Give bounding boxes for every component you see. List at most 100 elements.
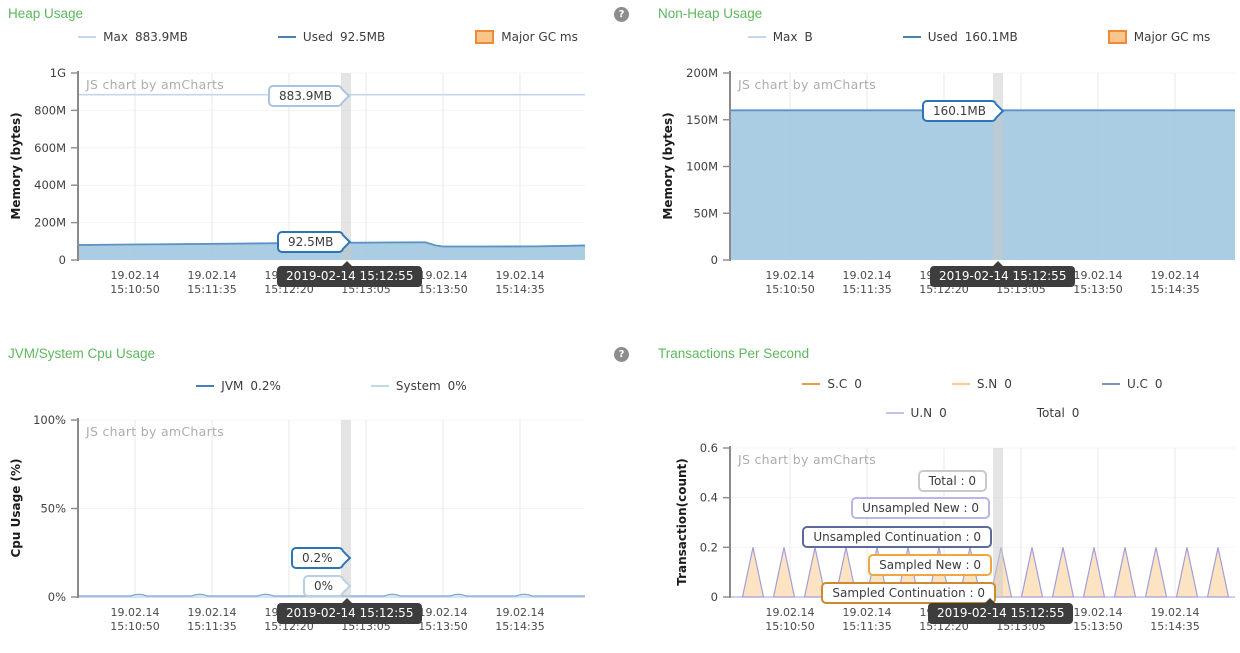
balloon-text: 0% (314, 579, 334, 593)
legend-label: S.C (827, 377, 848, 391)
legend-item-system[interactable]: System 0% (370, 379, 467, 393)
legend-item-uc[interactable]: U.C 0 (1101, 377, 1163, 391)
y-tick-label: 600M (34, 141, 66, 155)
used-area-topline (77, 241, 586, 248)
sn-legend-marker (951, 383, 970, 385)
used-legend-marker (902, 36, 921, 38)
max-legend-marker (747, 36, 766, 38)
y-tick-label: 100M (686, 160, 718, 174)
tooltip-arrow-icon (992, 261, 1004, 267)
y-tick-label: 200M (34, 216, 66, 230)
legend-item-sc[interactable]: S.C 0 (802, 377, 862, 391)
legend-item-un[interactable]: U.N 0 (885, 406, 947, 420)
legend-value: 883.9MB (134, 30, 188, 44)
tps-spike (803, 547, 827, 598)
cpu-usage-panel: JVM/System Cpu Usage 100% 50% 0% Cpu Usage… (0, 340, 610, 653)
legend-item-used[interactable]: Used 92.5MB (277, 30, 386, 44)
x-axis-tick-label: 19.02.14 15:11:35 (842, 269, 892, 296)
cursor-time-tooltip: 2019-02-14 15:12:55 (928, 598, 1074, 624)
legend-label: Max (103, 30, 128, 44)
amcharts-watermark-link[interactable]: JS chart by amCharts (738, 452, 877, 467)
y-tick-label: 0.2 (700, 540, 718, 554)
x-axis-tick-label: 19.02.14 15:10:50 (110, 606, 160, 633)
tps-spike (1020, 547, 1044, 598)
legend-item-total[interactable]: Total 0 (1037, 406, 1080, 420)
help-icon[interactable]: ? (614, 7, 629, 22)
non-heap-usage-panel: ? Non-Heap Usage 200M 150M 100M 50M 0 Memory… (610, 0, 1240, 320)
legend-label: System (395, 379, 441, 393)
amcharts-watermark-link[interactable]: JS chart by amCharts (738, 77, 877, 92)
legend-item-max[interactable]: Max B (747, 30, 813, 44)
amcharts-watermark-link[interactable]: JS chart by amCharts (86, 77, 225, 92)
x-axis-tick-label: 19.02.14 15:10:50 (765, 606, 815, 633)
legend-label: U.N (910, 406, 933, 420)
chart-cursor-band (993, 73, 1003, 260)
y-tick-label: 0% (48, 590, 66, 604)
balloon-text: 0.2% (302, 551, 333, 565)
legend-item-jvm[interactable]: JVM 0.2% (196, 379, 281, 393)
y-tick-label: 0 (59, 253, 66, 267)
balloon-text: Unsampled New : 0 (862, 501, 979, 515)
y-tick-label: 150M (686, 113, 718, 127)
legend-item-major-gc[interactable]: Major GC ms (1107, 30, 1218, 44)
legend-label: Major GC ms (501, 30, 578, 44)
chart-cursor-band (993, 448, 1003, 597)
legend-row: U.N 0 Total 0 (730, 406, 1235, 420)
legend-item-major-gc[interactable]: Major GC ms (475, 30, 585, 44)
tps-spike (1051, 547, 1075, 598)
legend-item-max[interactable]: Max 883.9MB (78, 30, 188, 44)
x-axis-tick-label: 19.02.14 15:13:50 (1073, 606, 1123, 633)
value-balloon: Sampled Continuation : 0 (821, 582, 996, 613)
tps-spike (741, 547, 765, 598)
legend-value: 0 (854, 377, 862, 391)
used-legend-marker (277, 36, 296, 38)
legend-item-used[interactable]: Used 160.1MB (902, 30, 1018, 44)
system-legend-marker (370, 385, 389, 387)
legend-value: 0 (1004, 377, 1012, 391)
major-gc-legend-marker (1107, 30, 1127, 44)
y-tick-label: 50M (693, 206, 718, 220)
balloon-text: Sampled Continuation : 0 (832, 586, 985, 600)
value-balloon: 883.9MB (268, 85, 351, 107)
x-axis-tick-label: 19.02.14 15:10:50 (110, 269, 160, 296)
cursor-time-tooltip: 2019-02-14 15:12:55 (277, 261, 423, 287)
legend-label: Used (302, 30, 333, 44)
y-axis-title-nonheap: Memory (bytes) (661, 112, 675, 220)
chart-title-heap: Heap Usage (8, 6, 84, 21)
legend-item-sn[interactable]: S.N 0 (951, 377, 1012, 391)
cpu-chart-svg: 100% 50% 0% (33, 413, 585, 604)
y-tick-label: 50% (40, 502, 66, 516)
legend-row: JVM 0.2% System 0% (78, 379, 585, 393)
x-axis-tick-label: 19.02.14 15:11:35 (187, 269, 237, 296)
help-icon[interactable]: ? (614, 347, 629, 362)
cursor-time-tooltip: 2019-02-14 15:12:55 (277, 598, 423, 624)
y-axis-title-tps: Transaction(count) (675, 458, 689, 586)
sc-legend-marker (802, 383, 821, 385)
legend-label: S.N (976, 377, 998, 391)
transactions-per-second-panel: ? Transactions Per Second 0.6 0.4 0.2 0 Tra… (610, 340, 1240, 653)
legend-row: Max B Used 160.1MB Major GC ms (730, 30, 1235, 44)
balloon-text: 883.9MB (279, 89, 332, 103)
chart-cursor-band (341, 420, 351, 597)
nonheap-chart-svg: 200M 150M 100M 50M 0 (686, 66, 1235, 267)
legend-value: 92.5MB (339, 30, 386, 44)
value-balloon: Total : 0 (917, 470, 987, 492)
chart-title-nonheap: Non-Heap Usage (658, 6, 763, 21)
y-tick-label: 1G (50, 66, 66, 80)
balloon-text: 92.5MB (288, 235, 334, 249)
legend-label: Total (1036, 406, 1065, 420)
legend-label: Major GC ms (1133, 30, 1211, 44)
y-tick-label: 0 (711, 590, 718, 604)
legend-value: 0% (447, 379, 467, 393)
chart-title-tps: Transactions Per Second (658, 346, 810, 361)
y-axis-title-cpu: Cpu Usage (%) (9, 458, 23, 558)
x-axis-tick-label: 19.02.14 15:11:35 (187, 606, 237, 633)
tps-spike (1144, 547, 1168, 598)
amcharts-watermark-link[interactable]: JS chart by amCharts (86, 424, 225, 439)
max-legend-marker (78, 36, 97, 38)
x-axis-tick-label: 19.02.14 15:14:35 (495, 269, 545, 296)
chart-title-cpu: JVM/System Cpu Usage (8, 346, 156, 361)
balloon-text: Sampled New : 0 (879, 558, 981, 572)
y-tick-label: 0.6 (700, 441, 718, 455)
